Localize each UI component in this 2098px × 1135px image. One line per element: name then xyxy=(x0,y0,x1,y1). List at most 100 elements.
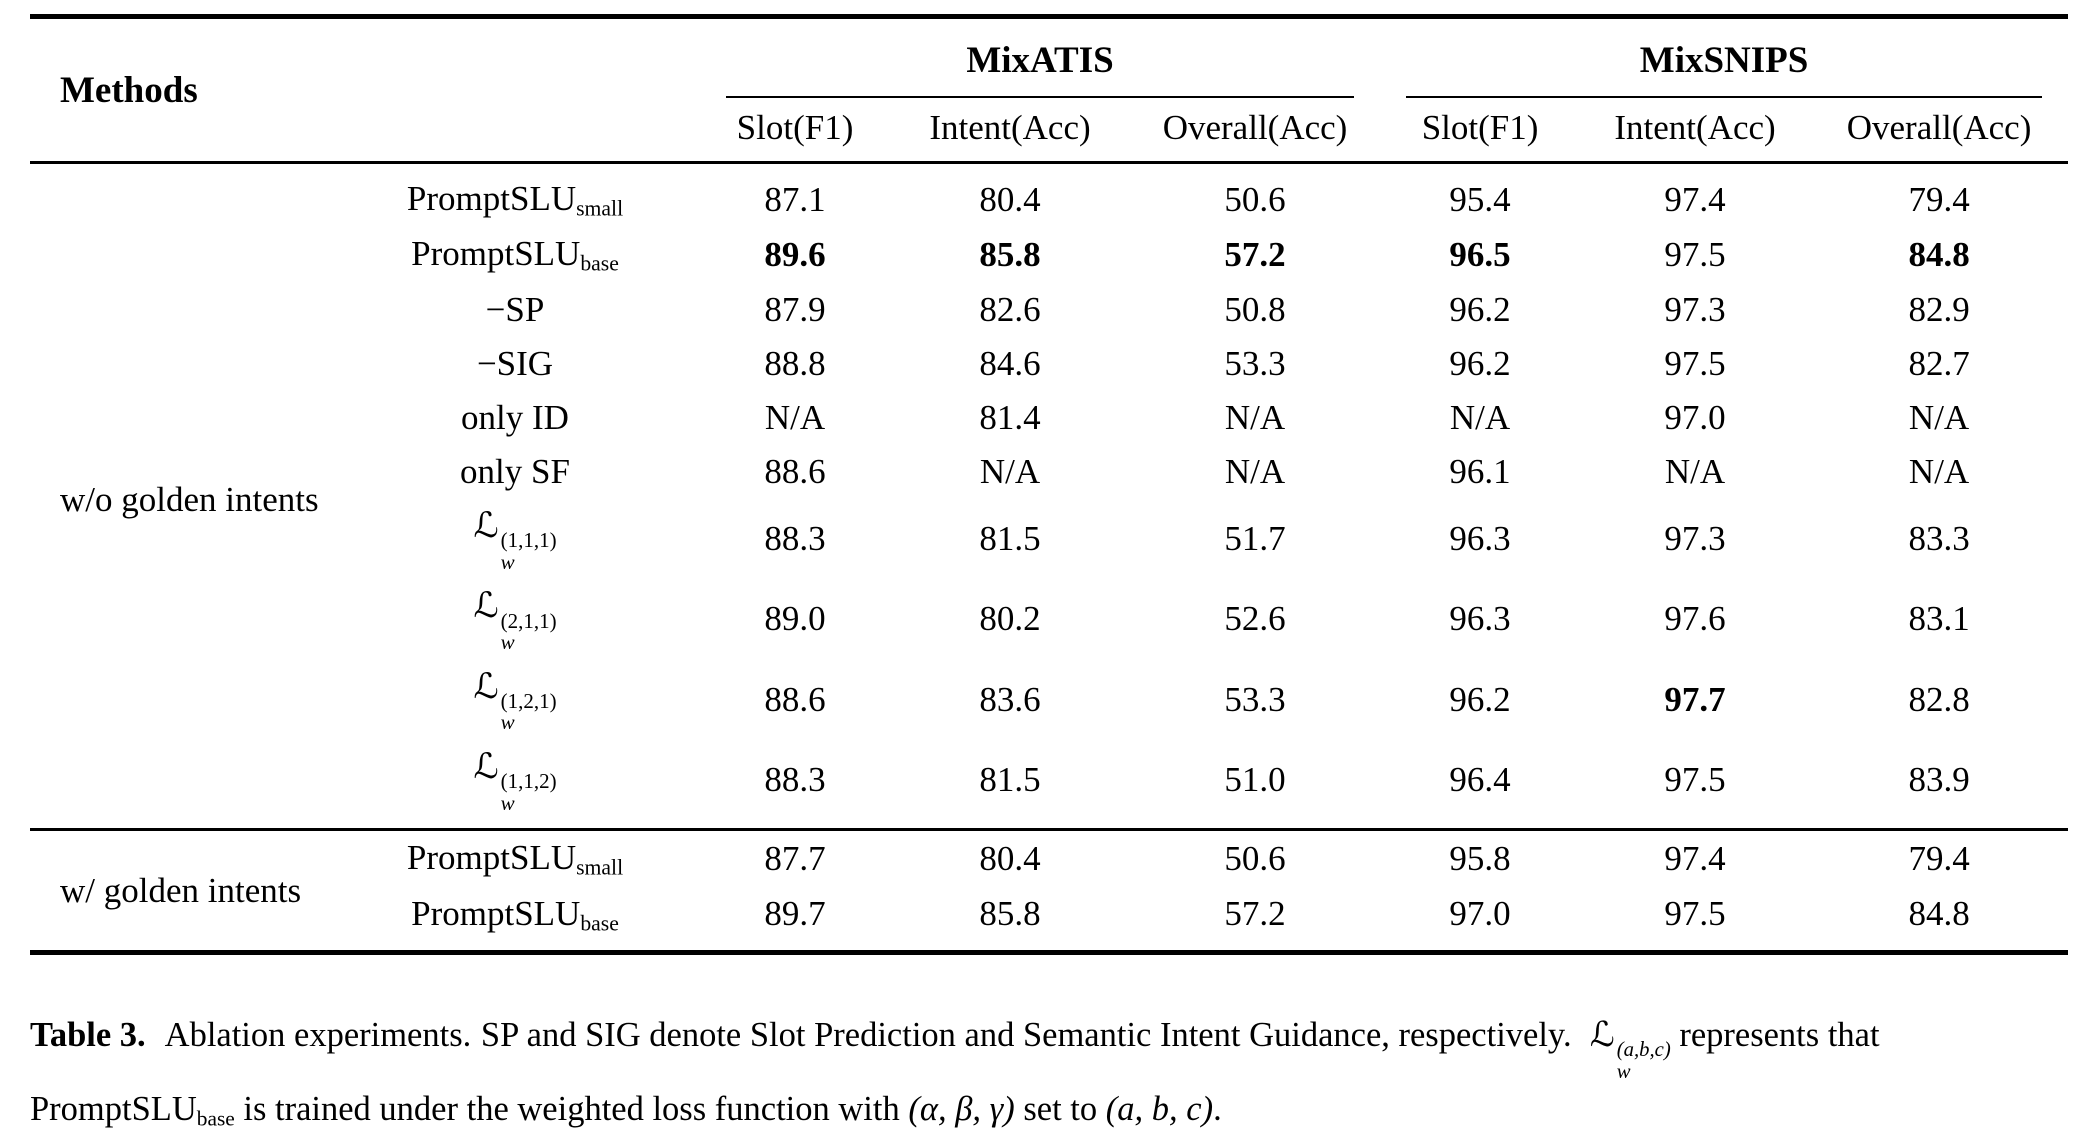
value-cell: 97.0 xyxy=(1664,397,1726,437)
value-cell: 88.6 xyxy=(764,451,826,491)
value-cell: 97.4 xyxy=(1664,179,1726,219)
table-row: only SF 88.6 N/A N/A 96.1 N/A N/A xyxy=(30,445,2068,499)
value-cell: N/A xyxy=(1224,451,1286,491)
table-row: −SP 87.9 82.6 50.8 96.2 97.3 82.9 xyxy=(30,283,2068,337)
value-cell: 85.8 xyxy=(979,235,1041,275)
results-table: Methods MixATIS MixSNIPS Slot(F1) Intent… xyxy=(30,14,2069,956)
value-cell: 96.1 xyxy=(1449,451,1511,491)
value-cell: 53.3 xyxy=(1224,679,1286,719)
value-cell: 85.8 xyxy=(979,894,1041,934)
method-name: PromptSLUsmall xyxy=(330,828,701,887)
method-name: −SP xyxy=(485,289,545,329)
value-cell: 57.2 xyxy=(1224,235,1286,275)
value-cell: 89.7 xyxy=(764,894,826,934)
column-header-row: Slot(F1) Intent(Acc) Overall(Acc) Slot(F… xyxy=(30,98,2069,164)
value-cell: 50.8 xyxy=(1224,289,1286,329)
col-header-mixsnips-overall: Overall(Acc) xyxy=(1810,98,2069,164)
method-name: PromptSLUbase xyxy=(411,234,619,276)
value-cell: 97.5 xyxy=(1664,235,1726,275)
value-cell: 50.6 xyxy=(1130,828,1381,887)
value-cell: 83.3 xyxy=(1908,519,1970,559)
caption-text-5: set to xyxy=(1014,1089,1106,1128)
value-cell: 95.8 xyxy=(1380,828,1581,887)
value-cell: 96.3 xyxy=(1449,599,1511,639)
value-cell: 50.6 xyxy=(1224,179,1286,219)
table-row: ℒ (1,1,1) w 88.3 81.5 51.7 96.3 97.3 83.3 xyxy=(30,499,2068,579)
table-row: −SIG 88.8 84.6 53.3 96.2 97.5 82.7 xyxy=(30,337,2068,391)
method-name: ℒ (1,1,2) w xyxy=(473,746,557,815)
value-cell: 96.2 xyxy=(1449,289,1511,329)
table-row: ℒ (1,1,2) w 88.3 81.5 51.0 96.4 97.5 83.9 xyxy=(30,740,2068,830)
value-cell: 82.9 xyxy=(1908,289,1970,329)
group-header-mixatis: MixATIS xyxy=(700,17,1380,98)
col-header-mixatis-overall: Overall(Acc) xyxy=(1130,98,1381,164)
value-cell: N/A xyxy=(1664,451,1726,491)
value-cell: 83.1 xyxy=(1908,599,1970,639)
col-header-mixatis-intent: Intent(Acc) xyxy=(890,98,1131,164)
section-label: w/o golden intents xyxy=(60,480,319,520)
value-cell: 51.7 xyxy=(1224,519,1286,559)
method-name: PromptSLUbase xyxy=(411,893,619,936)
value-cell: 51.0 xyxy=(1224,760,1286,799)
value-cell: 82.6 xyxy=(979,289,1041,329)
caption-text-1: Ablation experiments. xyxy=(164,1016,472,1055)
table-row: ℒ (1,2,1) w 88.6 83.6 53.3 96.2 97.7 82.8 xyxy=(30,660,2068,740)
value-cell: 79.4 xyxy=(1908,179,1970,219)
section-label: w/ golden intents xyxy=(30,828,330,953)
value-cell: 95.4 xyxy=(1449,179,1511,219)
value-cell: 52.6 xyxy=(1224,599,1286,639)
table-row: w/o golden intents PromptSLUsmall 87.1 80.4… xyxy=(30,163,2068,519)
value-cell: 81.5 xyxy=(979,760,1041,799)
value-cell: 96.3 xyxy=(1449,519,1511,559)
value-cell: 97.5 xyxy=(1664,894,1726,934)
value-cell: 83.9 xyxy=(1908,760,1970,799)
value-cell: 97.7 xyxy=(1664,679,1726,719)
value-cell: 88.8 xyxy=(764,343,826,383)
method-name: −SIG xyxy=(476,343,554,383)
value-cell: 96.2 xyxy=(1449,343,1511,383)
col-header-mixatis-slot: Slot(F1) xyxy=(700,98,891,164)
value-cell: 79.4 xyxy=(1810,828,2069,887)
caption-math-greek: (α, β, γ) xyxy=(908,1089,1015,1128)
caption-text-6: . xyxy=(1213,1089,1222,1128)
caption-text-4: is trained under the weighted loss funct… xyxy=(234,1089,909,1128)
value-cell: 87.7 xyxy=(700,828,891,887)
value-cell: N/A xyxy=(1908,451,1970,491)
value-cell: 97.4 xyxy=(1580,828,1811,887)
value-cell: 53.3 xyxy=(1224,343,1286,383)
method-name: ℒ (1,1,1) w xyxy=(473,505,557,574)
value-cell: 88.6 xyxy=(764,679,826,719)
value-cell: 80.4 xyxy=(979,179,1041,219)
value-cell: 83.6 xyxy=(979,679,1041,719)
value-cell: N/A xyxy=(764,397,826,437)
value-cell: N/A xyxy=(1224,397,1286,437)
value-cell: N/A xyxy=(1908,397,1970,437)
table-row: only ID N/A 81.4 N/A N/A 97.0 N/A xyxy=(30,391,2068,445)
group-label-mixsnips: MixSNIPS xyxy=(1406,33,2043,98)
value-cell: 80.2 xyxy=(979,599,1041,639)
value-cell: 88.3 xyxy=(764,519,826,559)
value-cell: 89.0 xyxy=(764,599,826,639)
value-cell: 96.2 xyxy=(1449,679,1511,719)
value-cell: N/A xyxy=(1449,397,1511,437)
caption-sub-base: base xyxy=(196,1105,235,1130)
value-cell: 87.1 xyxy=(764,179,826,219)
method-name: PromptSLUsmall xyxy=(406,179,624,221)
table-caption: Table 3. Ablation experiments. SP and SIG … xyxy=(30,1009,2076,1135)
value-cell: N/A xyxy=(979,451,1041,491)
group-header-row: Methods MixATIS MixSNIPS xyxy=(30,16,2068,164)
method-name: only ID xyxy=(461,397,569,437)
value-cell: 97.5 xyxy=(1664,343,1726,383)
group-header-mixsnips: MixSNIPS xyxy=(1380,17,2068,98)
value-cell: 82.8 xyxy=(1908,679,1970,719)
value-cell: 97.3 xyxy=(1664,519,1726,559)
value-cell: 82.7 xyxy=(1908,343,1970,383)
col-header-mixsnips-slot: Slot(F1) xyxy=(1380,98,1581,164)
table-row: ℒ (2,1,1) w 89.0 80.2 52.6 96.3 97.6 83.1 xyxy=(30,579,2068,659)
table-row: PromptSLUbase 89.7 85.8 57.2 97.0 97.5 84.8 xyxy=(30,887,2068,953)
method-name: ℒ (1,2,1) w xyxy=(473,666,557,735)
caption-text-2: SP and SIG denote Slot Prediction and Se… xyxy=(480,1016,1572,1055)
method-name: ℒ (2,1,1) w xyxy=(473,586,557,655)
value-cell: 57.2 xyxy=(1224,894,1286,934)
